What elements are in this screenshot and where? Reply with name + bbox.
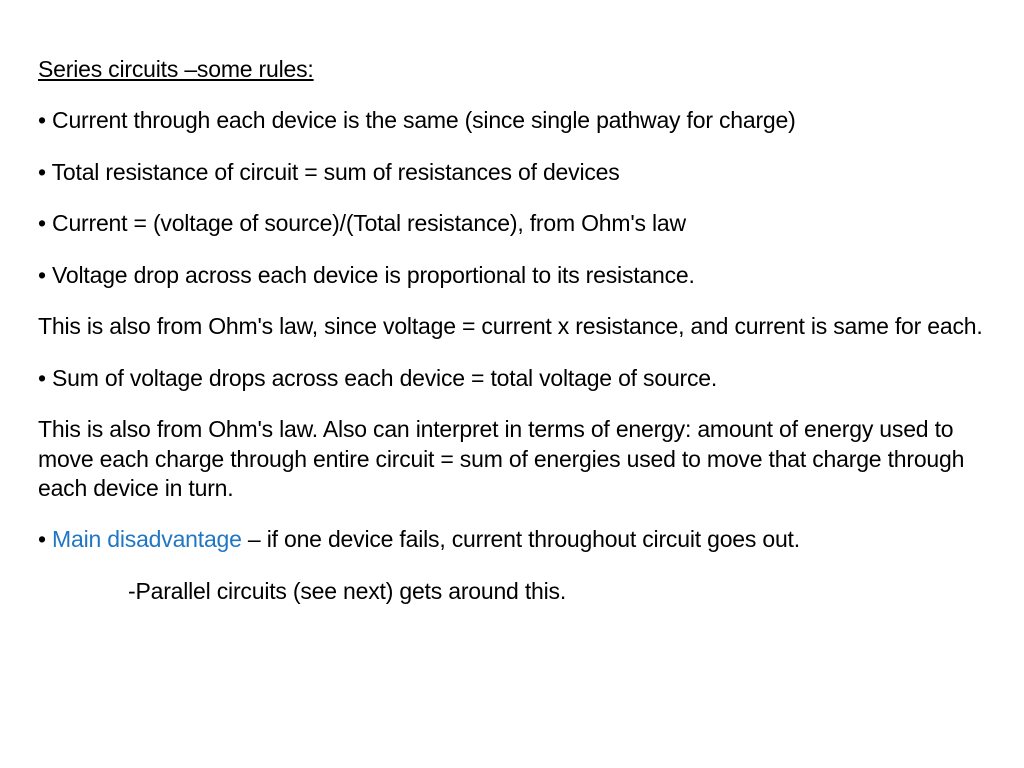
bullet-rest: – if one device fails, current throughou…: [242, 526, 800, 552]
para-ohms-law-1: This is also from Ohm's law, since volta…: [38, 312, 986, 341]
para-ohms-law-2: This is also from Ohm's law. Also can in…: [38, 415, 986, 503]
bullet-current-formula: • Current = (voltage of source)/(Total r…: [38, 209, 986, 238]
bullet-voltage-drop: • Voltage drop across each device is pro…: [38, 261, 986, 290]
bullet-current-same: • Current through each device is the sam…: [38, 106, 986, 135]
highlight-text: Main disadvantage: [52, 526, 242, 552]
indent-parallel: -Parallel circuits (see next) gets aroun…: [38, 577, 986, 606]
bullet-sum-voltage: • Sum of voltage drops across each devic…: [38, 364, 986, 393]
bullet-prefix: •: [38, 526, 52, 552]
bullet-disadvantage: • Main disadvantage – if one device fail…: [38, 525, 986, 554]
bullet-total-resistance: • Total resistance of circuit = sum of r…: [38, 158, 986, 187]
slide-content: Series circuits –some rules: • Current t…: [38, 55, 986, 606]
slide-title: Series circuits –some rules:: [38, 55, 986, 84]
